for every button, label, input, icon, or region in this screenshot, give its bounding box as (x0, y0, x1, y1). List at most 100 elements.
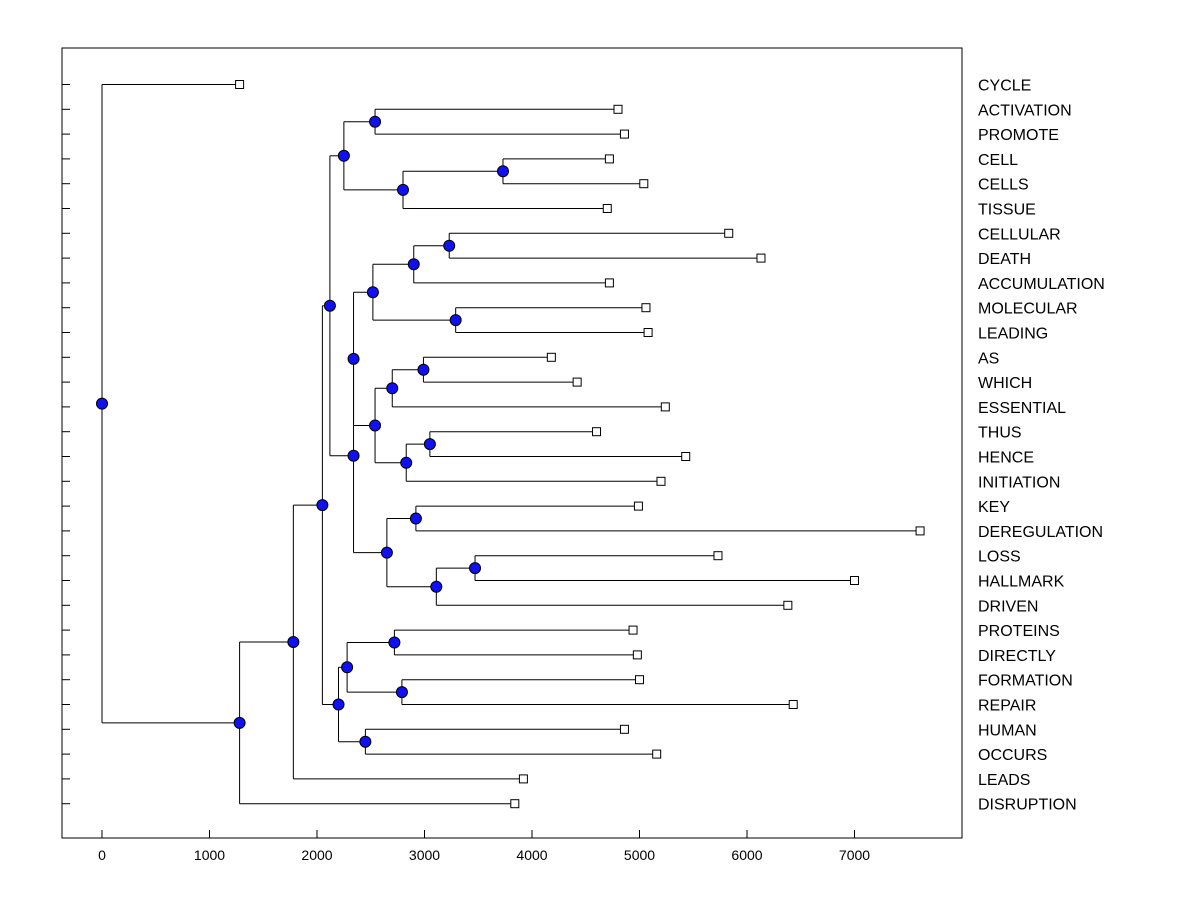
merge-node (496, 165, 509, 178)
merge-node (469, 562, 482, 575)
leaf-label: DRIVEN (978, 598, 1038, 615)
leaf-label: INITIATION (978, 474, 1060, 491)
leaf-marker (788, 700, 798, 709)
leaf-marker (518, 774, 528, 784)
merge-node (449, 314, 462, 327)
leaf-marker (635, 675, 644, 685)
leaf-marker (639, 179, 649, 189)
dendrogram-links (101, 84, 921, 805)
x-tick-label: 0 (98, 847, 106, 863)
plot-area-frame (61, 47, 963, 839)
leaf-label: KEY (978, 499, 1010, 516)
leaf-marker (546, 352, 556, 362)
leaf-marker (643, 328, 653, 337)
merge-node (380, 546, 393, 559)
merge-node (430, 580, 443, 593)
merge-node (409, 512, 422, 525)
leaf-label: CELLS (978, 177, 1029, 194)
merge-node (423, 438, 436, 451)
leaf-label: DEREGULATION (978, 524, 1103, 541)
x-tick-label: 1000 (194, 847, 225, 863)
x-tick-label: 5000 (624, 847, 655, 863)
leaf-marker (724, 228, 734, 238)
merge-node (407, 258, 420, 271)
leaf-marker (783, 600, 793, 610)
leaf-label: LOSS (978, 549, 1021, 566)
merge-node (366, 286, 379, 299)
merge-node (233, 716, 246, 729)
merge-node (96, 397, 108, 410)
merge-node (397, 183, 409, 196)
merge-node (386, 382, 399, 395)
leaf-label: OCCURS (978, 747, 1047, 764)
leaf-marker (613, 104, 623, 114)
leaf-marker (602, 204, 612, 213)
merge-node (369, 115, 382, 128)
x-tick-label: 2000 (301, 847, 332, 863)
x-tick-label: 7000 (839, 847, 870, 863)
leaf-marker (604, 278, 614, 288)
merge-node (443, 239, 456, 252)
leaf-label: DIRECTLY (978, 648, 1056, 665)
x-axis: 0 1000 2000 3000 4000 5000 6000 7000 (98, 830, 870, 863)
merge-node (337, 149, 350, 162)
merge-node (417, 363, 430, 376)
leaf-label: ACCUMULATION (978, 276, 1105, 293)
leaf-marker (652, 749, 662, 759)
leaf-label: DISRUPTION (978, 797, 1077, 814)
merge-node (388, 636, 401, 649)
leaf-marker (510, 799, 520, 809)
leaf-label: ACTIVATION (978, 102, 1072, 119)
leaf-marker (681, 452, 691, 461)
leaf-label: LEADS (978, 772, 1030, 789)
leaf-label: AS (978, 350, 999, 367)
merge-node (323, 299, 336, 312)
leaf-marker (619, 129, 629, 139)
leaf-marker (656, 476, 666, 486)
merge-node (359, 735, 372, 748)
merge-nodes (96, 115, 509, 748)
merge-node (347, 449, 360, 462)
leaf-marker (850, 576, 859, 585)
x-tick-label: 6000 (731, 847, 762, 863)
leaf-marker (572, 377, 582, 387)
leaf-marker (660, 402, 670, 412)
leaf-label: THUS (978, 425, 1022, 442)
merge-node (395, 686, 408, 699)
merge-node (316, 499, 329, 512)
leaf-label: PROMOTE (978, 127, 1059, 144)
leaf-marker (235, 80, 245, 89)
leaf-label: CELLULAR (978, 226, 1061, 243)
x-tick-label: 4000 (516, 847, 547, 863)
x-tick-label: 3000 (409, 847, 440, 863)
leaf-label: HUMAN (978, 722, 1037, 739)
leaf-label: TISSUE (978, 202, 1036, 219)
leaf-label: FORMATION (978, 673, 1073, 690)
leaf-marker (592, 427, 601, 437)
merge-node (341, 661, 354, 674)
leaf-label: REPAIR (978, 698, 1036, 715)
leaf-marker (632, 650, 642, 660)
leaf-markers (235, 80, 925, 809)
merge-node (400, 456, 413, 469)
leaf-label: MOLECULAR (978, 301, 1078, 318)
leaf-label: WHICH (978, 375, 1032, 392)
leaf-marker (619, 724, 629, 734)
leaf-label: HENCE (978, 450, 1034, 467)
leaf-marker (604, 154, 614, 164)
leaf-label: CYCLE (978, 78, 1031, 95)
merge-node (332, 698, 345, 711)
leaf-label: DEATH (978, 251, 1031, 268)
y-axis-ticks (62, 84, 70, 805)
leaf-marker (641, 303, 651, 313)
leaf-marker (633, 501, 643, 511)
leaf-marker (713, 551, 723, 561)
leaf-label: CELL (978, 152, 1018, 169)
merge-node (347, 352, 360, 365)
leaf-marker (628, 625, 638, 635)
leaf-marker (756, 253, 766, 263)
leaf-labels: CYCLE ACTIVATION PROMOTE CELL CELLS TISSUE CEL… (978, 78, 1105, 814)
merge-node (369, 419, 382, 432)
merge-node (287, 636, 300, 649)
